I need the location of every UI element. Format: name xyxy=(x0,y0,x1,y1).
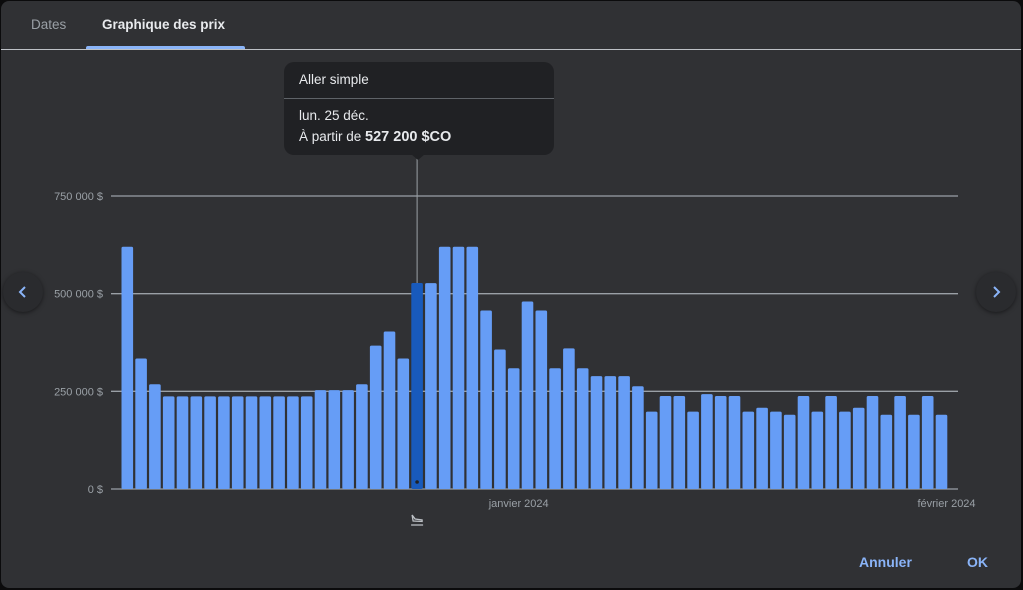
price-bar[interactable] xyxy=(176,396,189,489)
price-bar[interactable] xyxy=(273,396,285,489)
price-bar[interactable] xyxy=(576,368,589,489)
price-bar[interactable] xyxy=(701,394,713,489)
price-bar[interactable] xyxy=(314,390,327,489)
price-bar[interactable] xyxy=(756,407,768,489)
price-bar[interactable] xyxy=(383,331,396,489)
x-tick-label: février 2024 xyxy=(917,498,975,510)
x-tick-label: janvier 2024 xyxy=(488,498,549,510)
price-bar[interactable] xyxy=(356,384,368,489)
price-bar[interactable] xyxy=(935,414,948,489)
price-bar[interactable] xyxy=(632,386,644,489)
y-tick-label: 0 $ xyxy=(88,484,103,496)
price-bar[interactable] xyxy=(452,246,465,489)
price-bar[interactable] xyxy=(480,310,492,489)
price-bar[interactable] xyxy=(287,396,299,489)
tooltip-date: lun. 25 déc. xyxy=(299,108,369,123)
selected-dot xyxy=(415,480,419,484)
tab-bar: Dates Graphique des prix xyxy=(1,1,1021,50)
price-bar[interactable] xyxy=(535,310,548,489)
price-bar[interactable] xyxy=(894,396,906,489)
price-bar[interactable] xyxy=(149,384,161,489)
price-bar[interactable] xyxy=(659,396,672,489)
price-bar[interactable] xyxy=(908,414,920,489)
price-bar[interactable] xyxy=(770,411,782,489)
price-bar[interactable] xyxy=(590,376,603,489)
price-bar[interactable] xyxy=(259,396,272,489)
active-tab-indicator xyxy=(86,46,245,49)
price-bar[interactable] xyxy=(328,390,341,489)
y-tick-label: 500 000 $ xyxy=(54,289,103,301)
tooltip-price-prefix: À partir de xyxy=(299,129,362,144)
price-bar[interactable] xyxy=(218,396,230,489)
price-bar[interactable] xyxy=(397,358,410,489)
price-bar[interactable] xyxy=(797,396,810,489)
tooltip-price-line: À partir de 527 200 $CO xyxy=(299,129,451,145)
next-period-button[interactable] xyxy=(976,272,1016,312)
tab-dates[interactable]: Dates xyxy=(31,17,67,32)
price-bar[interactable] xyxy=(342,390,354,489)
tab-price-graph[interactable]: Graphique des prix xyxy=(102,17,226,32)
price-bar[interactable] xyxy=(921,396,934,489)
price-bar[interactable] xyxy=(162,396,175,489)
price-bar[interactable] xyxy=(245,396,258,489)
price-bar[interactable] xyxy=(135,358,147,489)
price-bar[interactable] xyxy=(494,349,506,489)
price-bar[interactable] xyxy=(714,396,727,489)
price-tooltip: Aller simple lun. 25 déc. À partir de 52… xyxy=(284,62,554,155)
price-bar[interactable] xyxy=(425,283,437,489)
flight-land-icon xyxy=(411,514,424,526)
price-bar[interactable] xyxy=(728,396,741,489)
price-bar[interactable] xyxy=(673,396,686,489)
ok-button[interactable]: OK xyxy=(967,554,988,570)
tooltip-price: 527 200 $CO xyxy=(365,129,452,145)
price-bar[interactable] xyxy=(618,376,630,489)
cancel-button[interactable]: Annuler xyxy=(859,554,912,570)
price-bar[interactable] xyxy=(825,396,837,489)
price-bar[interactable] xyxy=(811,411,824,489)
price-bar[interactable] xyxy=(300,396,313,489)
price-bar[interactable] xyxy=(369,345,382,489)
price-bar[interactable] xyxy=(563,348,575,489)
price-bar[interactable] xyxy=(438,246,451,489)
tooltip-arrow xyxy=(411,154,425,160)
tooltip-trip-type: Aller simple xyxy=(299,72,369,87)
price-bar[interactable] xyxy=(742,411,755,489)
price-bar[interactable] xyxy=(549,368,561,489)
price-bar[interactable] xyxy=(466,246,479,489)
previous-period-button[interactable] xyxy=(3,272,43,312)
price-bar[interactable] xyxy=(190,396,203,489)
price-bar[interactable] xyxy=(880,414,893,489)
price-bar[interactable] xyxy=(866,396,879,489)
price-bar[interactable] xyxy=(507,368,520,489)
price-bar[interactable] xyxy=(121,246,134,489)
chevron-right-icon xyxy=(993,286,1001,298)
price-bar[interactable] xyxy=(204,396,216,489)
chevron-left-icon xyxy=(18,286,26,298)
y-tick-label: 250 000 $ xyxy=(54,386,103,398)
price-bar-selected[interactable] xyxy=(411,283,423,489)
price-bar[interactable] xyxy=(687,411,699,489)
price-bar[interactable] xyxy=(604,376,617,489)
price-bar[interactable] xyxy=(231,396,244,489)
price-bar[interactable] xyxy=(521,301,534,489)
price-bar[interactable] xyxy=(783,414,796,489)
price-bar[interactable] xyxy=(839,411,851,489)
price-bar[interactable] xyxy=(852,407,865,489)
tooltip-divider xyxy=(284,98,554,99)
price-bar[interactable] xyxy=(645,411,658,489)
y-tick-label: 750 000 $ xyxy=(54,191,103,203)
